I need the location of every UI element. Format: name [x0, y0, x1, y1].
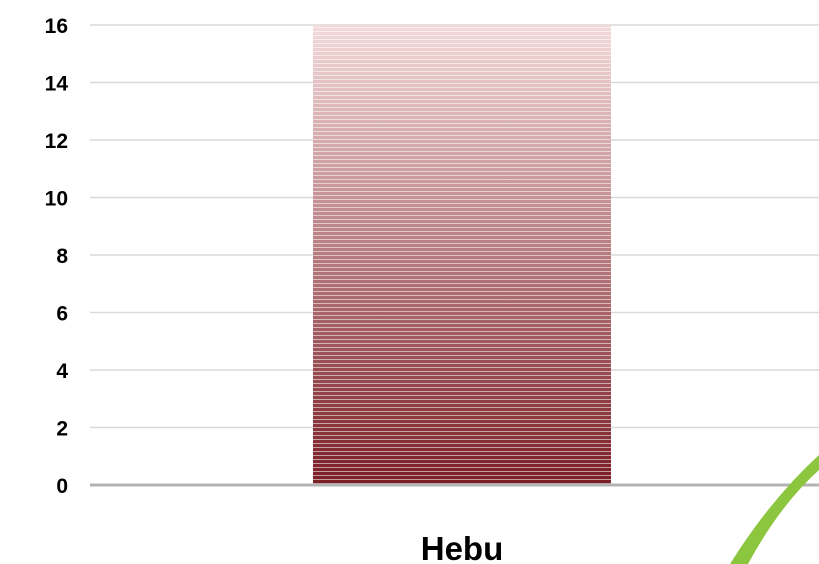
y-tick-label-12: 12 — [45, 130, 68, 153]
y-axis-ticks: 0 2 4 6 8 10 12 14 16 — [45, 15, 69, 498]
x-category-label-hebu: Hebu — [421, 530, 504, 564]
y-tick-label-16: 16 — [45, 15, 68, 38]
y-tick-label-4: 4 — [56, 360, 68, 383]
y-tick-label-8: 8 — [56, 245, 68, 268]
bar-stripes-hebu — [313, 25, 611, 485]
y-tick-label-0: 0 — [56, 475, 68, 498]
y-tick-label-10: 10 — [45, 188, 68, 211]
bars — [313, 25, 611, 485]
y-tick-label-14: 14 — [45, 73, 69, 96]
y-tick-label-2: 2 — [56, 418, 68, 441]
green-swoosh-decoration — [730, 455, 819, 564]
x-axis-labels: Hebu — [421, 530, 504, 564]
y-tick-label-6: 6 — [56, 303, 68, 326]
